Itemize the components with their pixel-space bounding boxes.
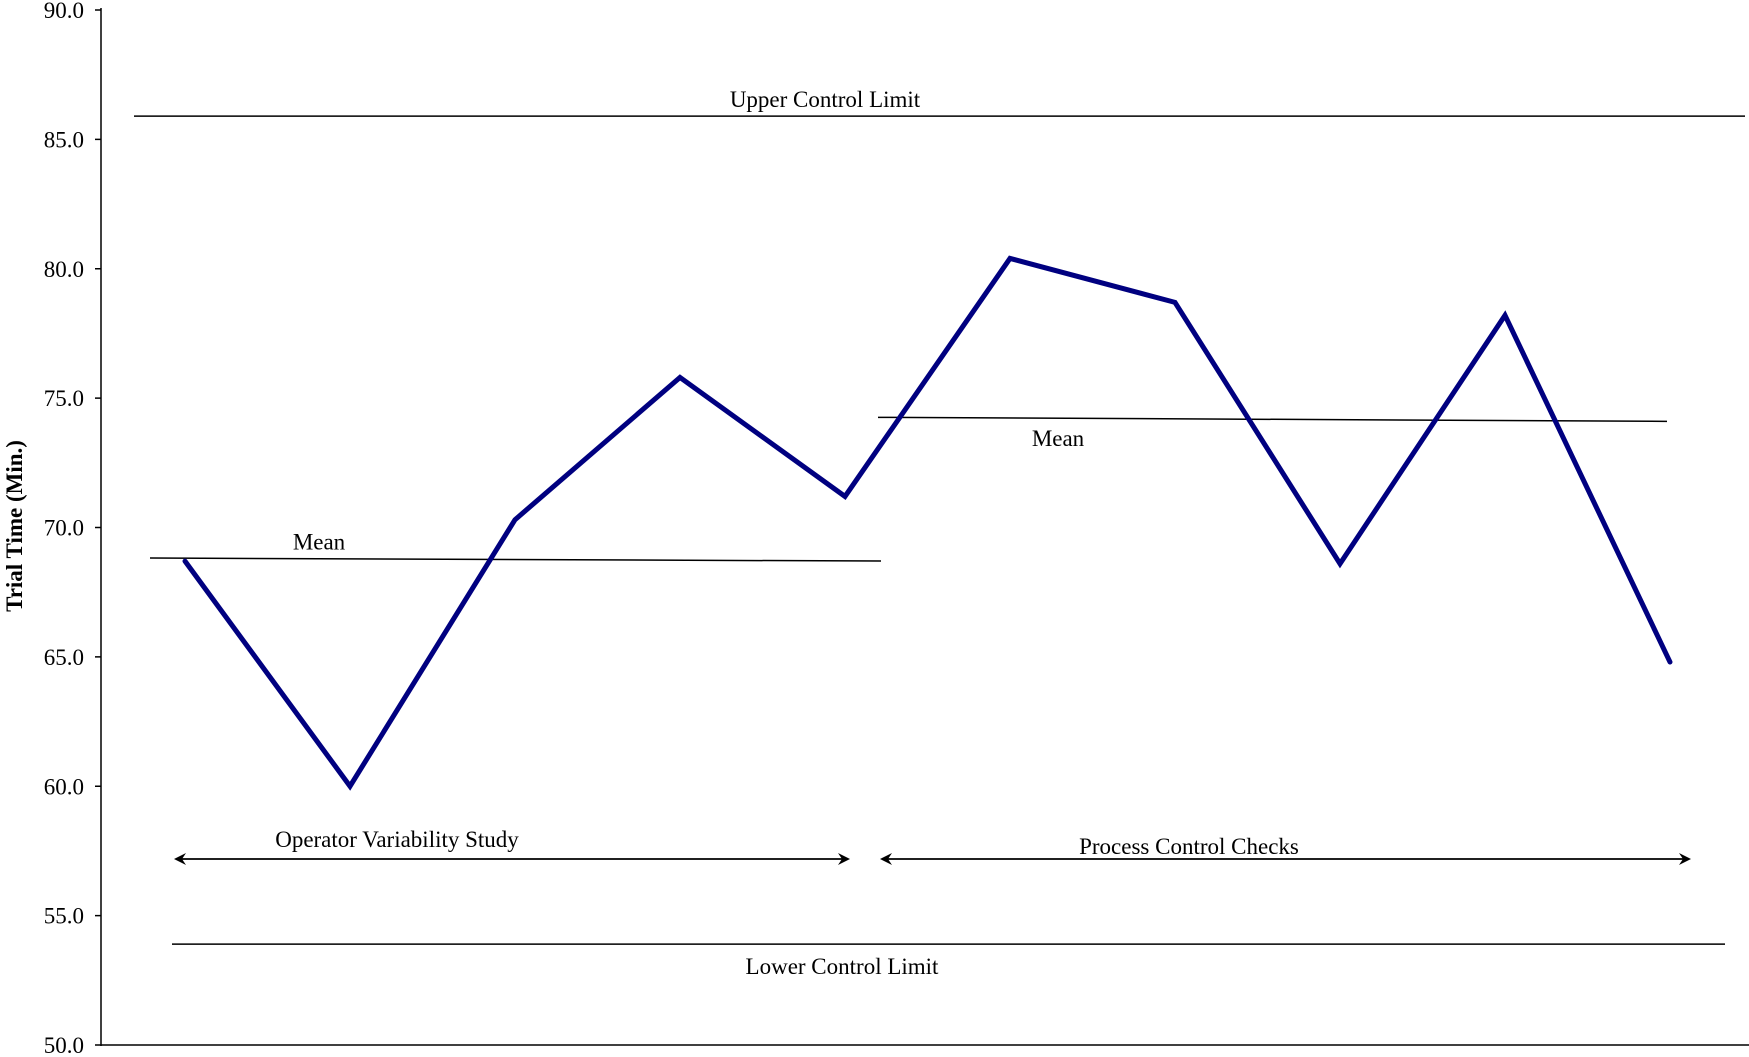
phase-annotations: Operator Variability Study Process Contro…: [174, 827, 1691, 865]
lower-control-limit-label: Lower Control Limit: [746, 954, 940, 979]
y-tick-label: 90.0: [44, 0, 84, 23]
series-line-1: [182, 255, 1673, 791]
y-tick-label: 75.0: [44, 386, 84, 411]
mean-label-1: Mean: [293, 530, 346, 555]
mean-label-2: Mean: [1032, 426, 1085, 451]
data-series: [182, 255, 1673, 791]
y-tick-label: 65.0: [44, 645, 84, 670]
mean-line-1: [149, 557, 882, 562]
y-tick-label: 70.0: [44, 516, 84, 541]
reference-lines: Upper Control Limit Lower Control Limit Me…: [134, 87, 1745, 979]
mean-line-2: [877, 416, 1668, 423]
y-tick-label: 50.0: [44, 1033, 84, 1057]
y-axis-label: Trial Time (Min.): [2, 440, 27, 612]
y-axis-ticks: 50.0 55.0 60.0 65.0 70.0 75.0 80.0 85.0 90.0: [44, 0, 101, 1057]
phase-label-1: Operator Variability Study: [275, 827, 519, 852]
y-tick-label: 55.0: [44, 904, 84, 929]
y-tick-label: 85.0: [44, 127, 84, 152]
phase-label-2: Process Control Checks: [1079, 834, 1299, 859]
upper-control-limit-label: Upper Control Limit: [730, 87, 921, 112]
y-tick-label: 80.0: [44, 257, 84, 282]
y-tick-label: 60.0: [44, 774, 84, 799]
